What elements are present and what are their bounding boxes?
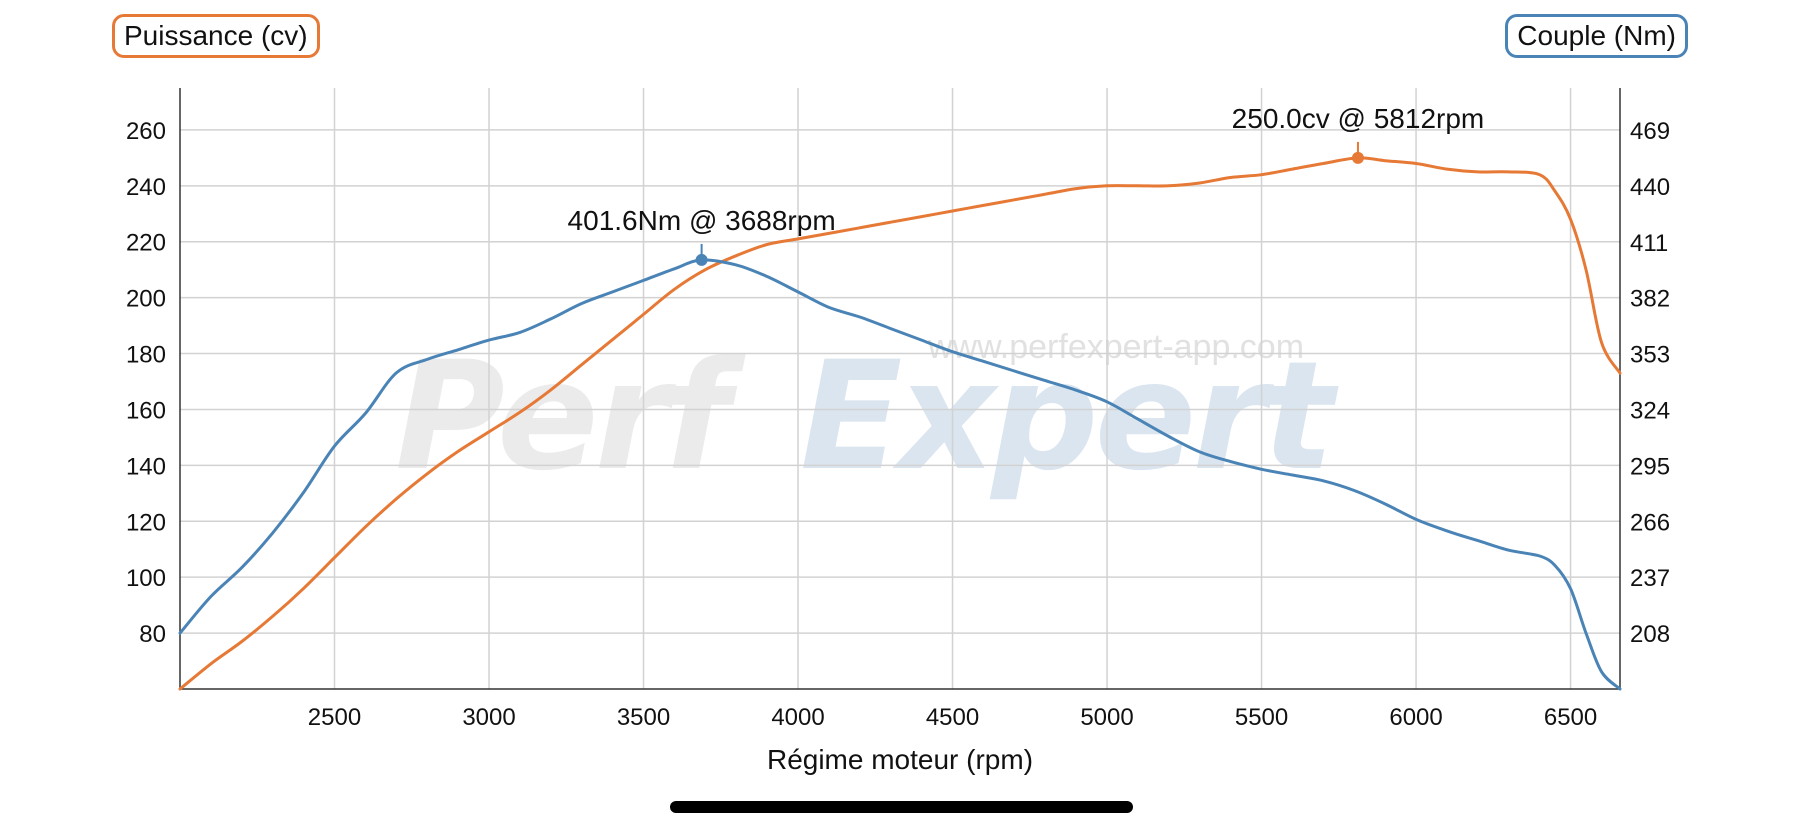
y-tick-left: 180 [126,342,166,369]
y-tick-left: 100 [126,565,166,592]
series-lines [178,156,1622,691]
y-tick-right: 440 [1630,174,1670,201]
watermark-url: www.perfexpert-app.com [927,328,1304,366]
grid [180,88,1620,689]
x-tick-label: 6000 [1389,704,1442,731]
torque-series-line [178,258,1622,691]
y-tick-left: 80 [139,621,166,648]
legend-power[interactable]: Puissance (cv) [112,14,320,58]
dyno-chart: www.perfexpert-app.com Perf Expert 80 208… [126,88,1670,775]
y-tick-right: 295 [1630,453,1670,480]
y-tick-right: 353 [1630,342,1670,369]
torque-peak-marker [695,253,708,266]
y-tick-right: 237 [1630,565,1670,592]
x-tick-label: 4000 [771,704,824,731]
y-tick-right: 469 [1630,118,1670,145]
x-tick-label: 5000 [1080,704,1133,731]
x-axis-label: Régime moteur (rpm) [767,744,1033,775]
y-tick-right: 382 [1630,286,1670,313]
y-tick-left: 200 [126,286,166,313]
y-tick-right: 411 [1630,230,1668,257]
home-indicator[interactable] [670,801,1133,813]
y-tick-left: 140 [126,453,166,480]
power-peak-label: 250.0cv @ 5812rpm [1232,103,1485,134]
legend-torque[interactable]: Couple (Nm) [1505,14,1688,58]
y-tick-left: 240 [126,174,166,201]
x-tick-label: 2500 [308,704,361,731]
power-peak-marker [1351,151,1364,164]
power-series-line [178,156,1622,691]
x-tick-label: 3500 [617,704,670,731]
torque-peak-label: 401.6Nm @ 3688rpm [568,205,836,236]
watermark-logo-expert: Expert [800,330,1339,504]
y-tick-left: 220 [126,230,166,257]
x-tick-label: 5500 [1235,704,1288,731]
x-tick-label: 6500 [1544,704,1597,731]
y-tick-right: 208 [1630,621,1670,648]
x-tick-label: 4500 [926,704,979,731]
y-tick-right: 324 [1630,398,1670,425]
x-tick-label: 3000 [462,704,515,731]
watermark: www.perfexpert-app.com Perf Expert [395,328,1343,504]
y-tick-left: 260 [126,118,166,145]
y-tick-left: 120 [126,509,166,536]
watermark-logo-perf: Perf [395,330,746,504]
y-tick-right: 266 [1630,509,1670,536]
annotations: 401.6Nm @ 3688rpm 250.0cv @ 5812rpm [568,103,1485,266]
y-tick-left: 160 [126,397,166,424]
axes: 80 208 100 237 120 266 140 295 160 324 180 353 200 38… [126,88,1670,731]
